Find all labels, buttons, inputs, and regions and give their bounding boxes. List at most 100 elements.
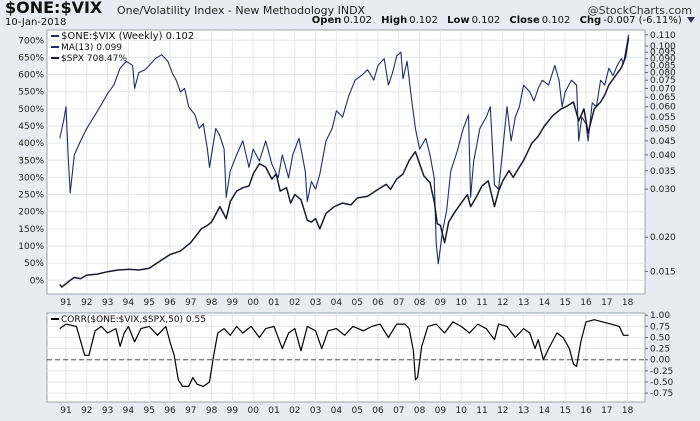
x-tick-label: 04 [331, 298, 343, 308]
corr-tick-label: -0.50 [650, 378, 674, 388]
x-tick-label: 91 [60, 298, 71, 308]
legend-entry: $SPX 708.47% [61, 54, 127, 64]
right-tick-label: 0.110 [650, 31, 676, 41]
left-tick-label: 700% [18, 36, 44, 46]
left-tick-label: 500% [18, 105, 44, 115]
corr-tick-label: -0.25 [650, 367, 673, 377]
price-x-axis: 91 92 93 94 95 96 97 98 99 00 01 02 03 04 05 06 07 08 09 10… [60, 298, 633, 308]
x-tick-label: 00 [247, 298, 259, 308]
x-tick-label: 93 [102, 298, 113, 308]
corr-x-tick-label: 06 [372, 406, 384, 416]
corr-x-tick-label: 97 [185, 406, 196, 416]
right-tick-label: 0.060 [650, 103, 676, 113]
x-tick-label: 11 [476, 298, 487, 308]
left-tick-label: 250% [18, 191, 44, 201]
x-tick-label: 03 [310, 298, 321, 308]
corr-x-tick-label: 01 [268, 406, 279, 416]
left-tick-label: 200% [18, 208, 44, 218]
corr-tick-label: 0.00 [650, 356, 670, 366]
left-tick-label: 50% [24, 259, 44, 269]
x-tick-label: 97 [185, 298, 196, 308]
corr-right-axis: 1.000.750.50 0.250.00-0.25-0.50-0.75 [645, 311, 674, 399]
right-tick-label: 0.065 [650, 93, 676, 103]
x-tick-label: 09 [435, 298, 447, 308]
corr-x-tick-label: 02 [289, 406, 300, 416]
corr-x-tick-label: 96 [164, 406, 176, 416]
corr-tick-label: 0.25 [650, 345, 670, 355]
x-tick-label: 17 [601, 298, 612, 308]
corr-x-tick-label: 17 [601, 406, 612, 416]
price-panel [47, 30, 645, 294]
corr-x-tick-label: 03 [310, 406, 321, 416]
x-tick-label: 98 [206, 298, 218, 308]
x-tick-label: 12 [497, 298, 508, 308]
left-tick-label: 350% [18, 156, 44, 166]
left-tick-label: 100% [18, 242, 44, 252]
x-tick-label: 18 [622, 298, 634, 308]
corr-x-tick-label: 12 [497, 406, 508, 416]
corr-x-tick-label: 08 [414, 406, 426, 416]
x-tick-label: 99 [227, 298, 239, 308]
corr-x-tick-label: 95 [143, 406, 154, 416]
right-tick-label: 0.040 [650, 151, 676, 161]
right-tick-label: 0.020 [650, 233, 676, 243]
x-tick-label: 16 [580, 298, 592, 308]
corr-x-tick-label: 98 [206, 406, 218, 416]
right-tick-label: 0.030 [650, 185, 676, 195]
corr-x-tick-label: 14 [539, 406, 551, 416]
price-right-axis: 0.015 0.020 0.030 0.035 0.040 0.045 0.0500.055… [645, 31, 676, 278]
corr-x-tick-label: 93 [102, 406, 113, 416]
right-tick-label: 0.015 [650, 267, 676, 277]
left-tick-label: 600% [18, 71, 44, 81]
right-tick-label: 0.050 [650, 124, 676, 134]
x-tick-label: 94 [123, 298, 135, 308]
corr-x-tick-label: 16 [580, 406, 592, 416]
right-tick-label: 0.100 [650, 42, 676, 52]
x-tick-label: 13 [518, 298, 529, 308]
right-tick-label: 0.035 [650, 167, 676, 177]
left-tick-label: 450% [18, 122, 44, 132]
corr-x-tick-label: 09 [435, 406, 447, 416]
x-tick-label: 92 [81, 298, 92, 308]
corr-x-tick-label: 04 [331, 406, 343, 416]
x-tick-label: 02 [289, 298, 300, 308]
left-tick-label: 300% [18, 173, 44, 183]
corr-x-tick-label: 07 [393, 406, 404, 416]
price-left-axis: 0% 50% 100% 150% 200% 250% 300% 350% 400% 450% 500… [18, 36, 44, 286]
corr-tick-label: 0.50 [650, 333, 670, 343]
corr-legend: CORR($ONE:$VIX,$SPX,50) 0.55 [51, 315, 206, 325]
x-tick-label: 96 [164, 298, 176, 308]
legend-entry: $ONE:$VIX (Weekly) 0.102 [61, 31, 194, 42]
corr-tick-label: 0.75 [650, 322, 670, 332]
x-tick-label: 08 [414, 298, 426, 308]
corr-x-tick-label: 15 [559, 406, 570, 416]
corr-x-tick-label: 13 [518, 406, 529, 416]
corr-x-tick-label: 18 [622, 406, 634, 416]
left-tick-label: 150% [18, 225, 44, 235]
left-tick-label: 650% [18, 53, 44, 63]
corr-tick-label: 1.00 [650, 311, 670, 321]
x-tick-label: 01 [268, 298, 279, 308]
x-tick-label: 95 [143, 298, 154, 308]
corr-x-axis: 91 92 93 94 95 96 97 98 99 00 01 02 03 04 05 06 07 08 09 10… [60, 406, 633, 416]
left-tick-label: 400% [18, 139, 44, 149]
corr-x-tick-label: 10 [455, 406, 467, 416]
x-tick-label: 06 [372, 298, 384, 308]
legend-entry: MA(13) 0.099 [61, 43, 122, 53]
corr-x-tick-label: 11 [476, 406, 487, 416]
corr-x-tick-label: 05 [351, 406, 362, 416]
corr-x-tick-label: 00 [247, 406, 259, 416]
left-tick-label: 0% [30, 276, 45, 286]
x-tick-label: 14 [539, 298, 551, 308]
corr-tick-label: -0.75 [650, 389, 673, 399]
x-tick-label: 07 [393, 298, 404, 308]
x-tick-label: 10 [455, 298, 467, 308]
corr-x-tick-label: 91 [60, 406, 71, 416]
corr-x-tick-label: 99 [227, 406, 239, 416]
corr-x-tick-label: 92 [81, 406, 92, 416]
right-tick-label: 0.055 [650, 113, 676, 123]
x-tick-label: 15 [559, 298, 570, 308]
corr-legend-entry: CORR($ONE:$VIX,$SPX,50) 0.55 [61, 315, 206, 325]
